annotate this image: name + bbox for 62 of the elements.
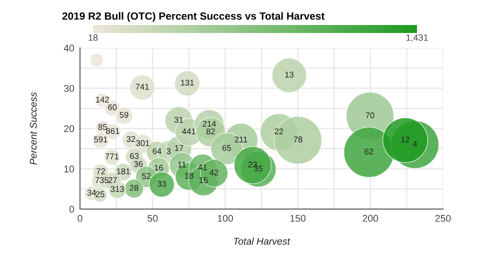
y-tick-label: 0: [69, 206, 74, 213]
annotation: 73: [95, 177, 104, 184]
color-bar-label: 18: [88, 34, 98, 41]
annotation: 23: [248, 162, 257, 168]
annotation: 33: [157, 180, 166, 187]
annotation: 65: [222, 144, 231, 151]
annotation: 741: [136, 84, 149, 90]
annotation: 70: [366, 112, 374, 118]
annotation: 591: [94, 136, 108, 142]
annotation: 59: [120, 112, 128, 118]
annotation: 64: [152, 148, 162, 154]
annotation: 25: [96, 191, 104, 198]
annotation: 63: [130, 153, 139, 159]
annotation: 62: [364, 148, 374, 155]
annotation: 313: [110, 186, 124, 192]
annotation: 28: [130, 184, 138, 191]
annotation: 36: [134, 161, 143, 167]
annotation: 301: [136, 140, 150, 146]
x-tick-label: 150: [290, 214, 306, 222]
x-tick-label: 200: [362, 214, 378, 222]
annotation: 181: [116, 168, 130, 174]
x-tick-label: 50: [148, 214, 158, 222]
annotation: 5: [104, 177, 108, 184]
y-tick-label: 20: [64, 125, 74, 132]
annotation: 131: [180, 80, 194, 86]
annotation: 16: [154, 164, 163, 171]
annotation: 35: [254, 166, 263, 172]
annotation: 4: [412, 141, 418, 147]
y-tick-label: 10: [64, 166, 74, 172]
annotation: 214: [202, 120, 216, 127]
annotation: 85: [98, 124, 107, 130]
annotation: 13: [285, 72, 294, 78]
chart-title: 2019 R2 Bull (OTC) Percent Success vs Total Harvest: [62, 12, 325, 22]
annotation: 42: [210, 170, 218, 176]
x-axis-title: Total Harvest: [234, 238, 290, 245]
annotation: 72: [96, 168, 105, 174]
annotation: 82: [206, 128, 215, 134]
annotation: 34: [87, 190, 96, 196]
annotation: 771: [105, 154, 118, 160]
color-bar-label: 1,431: [406, 34, 428, 42]
annotation: 861: [106, 128, 120, 134]
x-tick-label: 0: [78, 214, 82, 222]
annotation: 22: [274, 128, 284, 134]
annotation: 78: [294, 136, 302, 142]
annotation: 60: [108, 104, 117, 110]
annotation: 441: [182, 128, 196, 134]
annotation: 211: [234, 136, 248, 142]
y-tick-label: 40: [64, 44, 74, 52]
x-tick-label: 100: [218, 214, 233, 222]
annotation: 18: [185, 172, 194, 179]
annotation: 32: [126, 136, 136, 142]
annotation: 27: [108, 177, 117, 184]
annotation: 17: [175, 145, 184, 151]
y-axis-title: Percent Success: [30, 92, 37, 165]
annotation: 3: [166, 148, 171, 154]
annotation: 12: [401, 136, 410, 142]
x-tick-label: 250: [435, 214, 451, 222]
annotation: 52: [142, 173, 151, 180]
annotation: 11: [178, 162, 186, 168]
annotation: 142: [96, 96, 109, 102]
annotation: 31: [174, 116, 183, 123]
y-tick-label: 30: [64, 84, 74, 92]
